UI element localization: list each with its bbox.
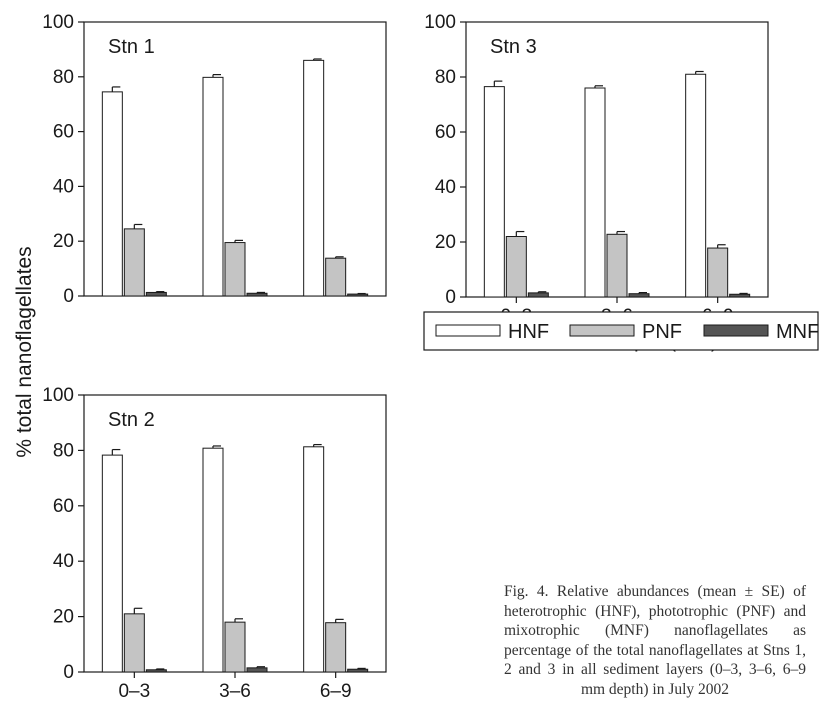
bar-pnf <box>224 621 246 673</box>
bar-pnf <box>224 242 246 297</box>
bar-mnf <box>347 668 369 673</box>
bar-mnf <box>246 292 268 297</box>
y-tick-label: 40 <box>53 176 74 197</box>
y-tick-label: 60 <box>53 122 74 143</box>
legend: HNF PNF MNF <box>423 311 819 351</box>
y-tick-label: 0 <box>63 662 74 683</box>
bar-hnf <box>202 76 224 297</box>
y-tick-label: 60 <box>53 496 74 517</box>
bar-hnf <box>483 86 505 298</box>
bar-pnf <box>123 613 145 673</box>
y-tick-label: 20 <box>435 232 456 253</box>
bar-mnf <box>145 669 167 673</box>
bar-hnf <box>584 87 606 298</box>
y-tick-label: 100 <box>42 12 74 33</box>
legend-swatch-hnf <box>435 324 501 337</box>
bar-mnf <box>246 667 268 673</box>
panels: 0 20 40 60 80 100 Stn 1 0 20 40 60 80 100 Stn 3 0–3 3–6… <box>42 12 769 702</box>
y-tick-label: 100 <box>424 12 456 33</box>
y-tick-label: 80 <box>435 67 456 88</box>
bar-pnf <box>707 247 729 298</box>
y-tick-label: 100 <box>42 385 74 406</box>
bar-pnf <box>606 233 628 298</box>
bar-pnf <box>505 236 527 298</box>
y-tick-label: 0 <box>63 286 74 307</box>
x-tick-label: 3–6 <box>219 681 251 702</box>
panel-label: Stn 3 <box>490 36 537 58</box>
panel-1: 0 20 40 60 80 100 Stn 1 <box>42 12 387 307</box>
bar-mnf <box>729 293 751 298</box>
bar-mnf <box>145 291 167 297</box>
bar-hnf <box>303 59 325 297</box>
x-tick-label: 6–9 <box>320 681 352 702</box>
bar-hnf <box>303 446 325 673</box>
bar-hnf <box>202 447 224 673</box>
y-tick-label: 40 <box>435 177 456 198</box>
bar-hnf <box>101 454 123 673</box>
bar-pnf <box>325 257 347 297</box>
y-tick-label: 0 <box>445 287 456 308</box>
legend-label-hnf: HNF <box>508 321 549 343</box>
y-tick-label: 20 <box>53 607 74 628</box>
panel-label: Stn 1 <box>108 36 155 58</box>
y-tick-label: 60 <box>435 122 456 143</box>
panel-label: Stn 2 <box>108 409 155 431</box>
legend-label-mnf: MNF <box>776 321 819 343</box>
bar-mnf <box>527 292 549 298</box>
bar-hnf <box>685 73 707 298</box>
bar-pnf <box>325 622 347 673</box>
legend-label-pnf: PNF <box>642 321 682 343</box>
y-axis-label: % total nanoflagellates <box>13 246 36 457</box>
bar-hnf <box>101 91 123 297</box>
bar-pnf <box>123 228 145 297</box>
figure-caption: Fig. 4. Relative abundances (mean ± SE) … <box>504 583 806 698</box>
bar-mnf <box>347 293 369 297</box>
bar-mnf <box>628 293 650 298</box>
legend-swatch-pnf <box>569 324 635 337</box>
y-tick-label: 80 <box>53 440 74 461</box>
y-tick-label: 20 <box>53 231 74 252</box>
y-tick-label: 40 <box>53 551 74 572</box>
legend-swatch-mnf <box>703 324 769 337</box>
x-tick-label: 0–3 <box>118 681 150 702</box>
y-tick-label: 80 <box>53 67 74 88</box>
